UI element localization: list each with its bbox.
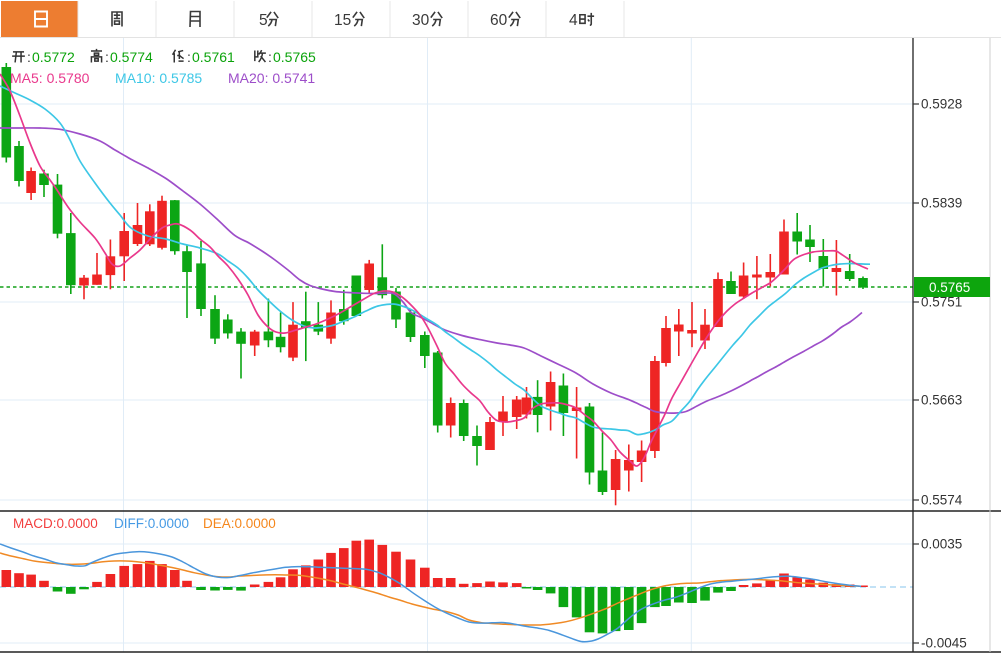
svg-text:0.0035: 0.0035 <box>921 537 962 552</box>
svg-text:MA10: 0.5785: MA10: 0.5785 <box>115 70 202 86</box>
svg-text:0.5772: 0.5772 <box>32 49 75 65</box>
svg-text::: : <box>187 49 191 65</box>
svg-text:4: 4 <box>569 12 578 29</box>
svg-text:-0.0045: -0.0045 <box>921 636 967 651</box>
svg-text:0.5663: 0.5663 <box>921 393 962 408</box>
svg-text:60: 60 <box>490 12 508 29</box>
svg-text:0.5774: 0.5774 <box>110 49 153 65</box>
svg-text:0.5761: 0.5761 <box>192 49 235 65</box>
svg-text::: : <box>268 49 272 65</box>
svg-text:15: 15 <box>334 12 351 29</box>
svg-text:0.5928: 0.5928 <box>921 97 962 112</box>
svg-text:MA5: 0.5780: MA5: 0.5780 <box>10 70 90 86</box>
svg-text:0.5765: 0.5765 <box>273 49 316 65</box>
svg-text:MACD:0.0000: MACD:0.0000 <box>13 516 98 531</box>
svg-text::: : <box>105 49 109 65</box>
svg-text:0.5839: 0.5839 <box>921 196 962 211</box>
svg-text:30: 30 <box>412 12 430 29</box>
svg-text:DEA:0.0000: DEA:0.0000 <box>203 516 276 531</box>
svg-text:0.5765: 0.5765 <box>929 280 970 295</box>
svg-text:DIFF:0.0000: DIFF:0.0000 <box>114 516 189 531</box>
svg-text:0.5574: 0.5574 <box>921 493 963 508</box>
svg-text::: : <box>27 49 31 65</box>
svg-text:MA20: 0.5741: MA20: 0.5741 <box>228 70 315 86</box>
svg-text:0.5751: 0.5751 <box>921 295 962 310</box>
svg-text:5: 5 <box>259 12 268 29</box>
